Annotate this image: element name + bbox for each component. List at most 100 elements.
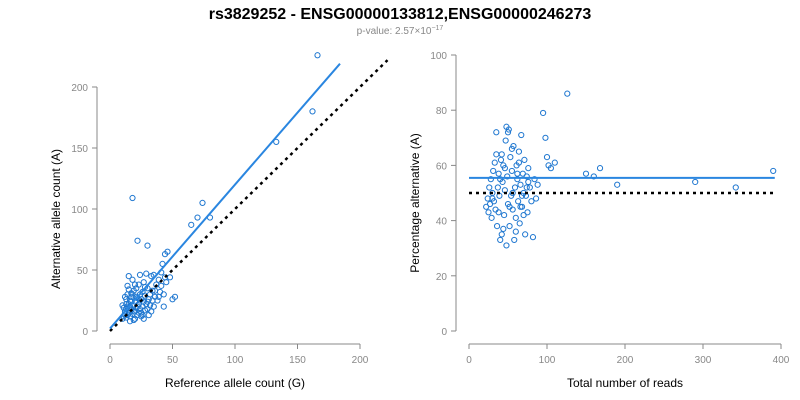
right-data-point: [511, 184, 519, 191]
left-data-point: [125, 273, 132, 280]
left-data-point: [160, 291, 167, 298]
right-data-point: [531, 176, 538, 183]
left-data-point: [160, 303, 167, 310]
right-y-tick-label: 60: [436, 161, 448, 172]
right-data-point: [495, 209, 502, 216]
left-data-point: [155, 293, 162, 300]
right-x-tick-label: 400: [773, 355, 790, 366]
left-data-point: [171, 293, 179, 300]
right-x-tick-label: 300: [695, 355, 712, 366]
left-data-point: [199, 199, 206, 206]
right-data-point: [501, 211, 508, 219]
right-data-point: [500, 225, 507, 232]
right-data-point: [512, 214, 519, 221]
right-data-point: [494, 184, 501, 191]
percentage-alternative-scatter-panel: 0 100 200 300 400 0 20 40 60 80 100 Total number of…: [408, 51, 790, 390]
right-x-tick-label: 100: [539, 355, 556, 366]
right-data-point: [564, 90, 571, 97]
left-data-point: [131, 281, 139, 288]
left-y-tick-label: 150: [71, 144, 88, 155]
left-data-point: [309, 108, 316, 115]
left-data-point: [161, 274, 169, 281]
right-x-axis-label: Total number of reads: [567, 376, 683, 390]
right-data-point: [551, 159, 558, 166]
right-data-point: [528, 198, 535, 205]
right-data-point: [491, 159, 498, 166]
right-data-point: [523, 184, 530, 191]
right-data-point: [547, 165, 555, 172]
right-data-point: [770, 167, 777, 175]
right-y-tick-label: 20: [436, 272, 448, 283]
left-data-point: [154, 297, 161, 304]
left-data-point: [119, 302, 126, 309]
right-data-point: [517, 181, 524, 188]
left-data-point: [156, 288, 164, 296]
right-data-point: [506, 223, 513, 230]
right-data-point: [526, 184, 533, 191]
left-data-point: [128, 290, 135, 297]
right-data-point: [486, 184, 493, 191]
right-y-tick-label: 0: [441, 327, 447, 338]
left-y-tick-label: 50: [77, 266, 89, 277]
right-y-tick-label: 100: [430, 51, 447, 62]
left-data-point: [136, 271, 144, 278]
right-data-point: [502, 137, 509, 144]
right-data-point: [515, 159, 523, 166]
right-data-point: [488, 214, 495, 221]
right-data-point: [484, 195, 491, 202]
right-data-point: [512, 228, 519, 235]
right-data-point: [497, 156, 505, 163]
right-data-point: [540, 109, 547, 117]
left-data-point: [134, 237, 141, 244]
left-data-point: [143, 270, 150, 277]
right-data-point: [543, 154, 551, 161]
right-x-tick-label: 200: [617, 355, 634, 366]
right-data-point: [498, 231, 505, 238]
right-data-point: [498, 151, 505, 158]
right-data-point: [507, 154, 514, 161]
right-data-point: [529, 234, 537, 241]
right-data-point: [516, 220, 523, 227]
right-data-point: [515, 148, 523, 155]
right-data-point: [506, 203, 513, 210]
left-data-point: [158, 282, 165, 289]
right-data-point: [518, 131, 525, 139]
left-x-tick-label: 0: [107, 355, 113, 366]
left-data-point: [124, 282, 131, 289]
right-y-tick-label: 40: [436, 217, 448, 228]
left-data-point: [148, 308, 155, 315]
right-data-point: [582, 170, 590, 177]
left-data-point: [150, 303, 157, 310]
left-y-tick-label: 200: [71, 83, 88, 94]
p-value-label: p-value: 2.57×10−17: [357, 25, 444, 37]
right-data-point: [518, 192, 526, 199]
left-data-point: [126, 318, 134, 325]
left-data-point: [135, 281, 142, 288]
left-fit-line: [109, 63, 341, 330]
right-data-point: [534, 181, 541, 188]
left-data-point: [129, 276, 136, 283]
right-data-point: [503, 123, 510, 130]
right-data-point: [692, 178, 699, 186]
left-data-point: [144, 298, 151, 305]
left-data-point: [130, 316, 137, 324]
right-data-point: [596, 165, 604, 172]
right-data-point: [515, 198, 522, 205]
left-data-point: [314, 52, 321, 59]
left-data-point: [145, 312, 152, 319]
right-data-point: [522, 231, 529, 238]
right-data-point: [485, 209, 492, 216]
right-data-point: [614, 181, 621, 188]
left-data-point: [131, 315, 139, 322]
left-data-point: [134, 303, 141, 310]
right-data-point: [525, 178, 532, 186]
right-data-point: [503, 242, 510, 249]
left-data-point: [194, 214, 201, 221]
left-x-axis-label: Reference allele count (G): [165, 376, 305, 390]
left-data-point: [273, 138, 280, 145]
p-value-text: p-value: 2.57×10: [357, 26, 432, 37]
left-data-point: [146, 291, 154, 298]
right-data-point: [501, 165, 508, 172]
right-y-axis-label: Percentage alternative (A): [408, 133, 422, 272]
